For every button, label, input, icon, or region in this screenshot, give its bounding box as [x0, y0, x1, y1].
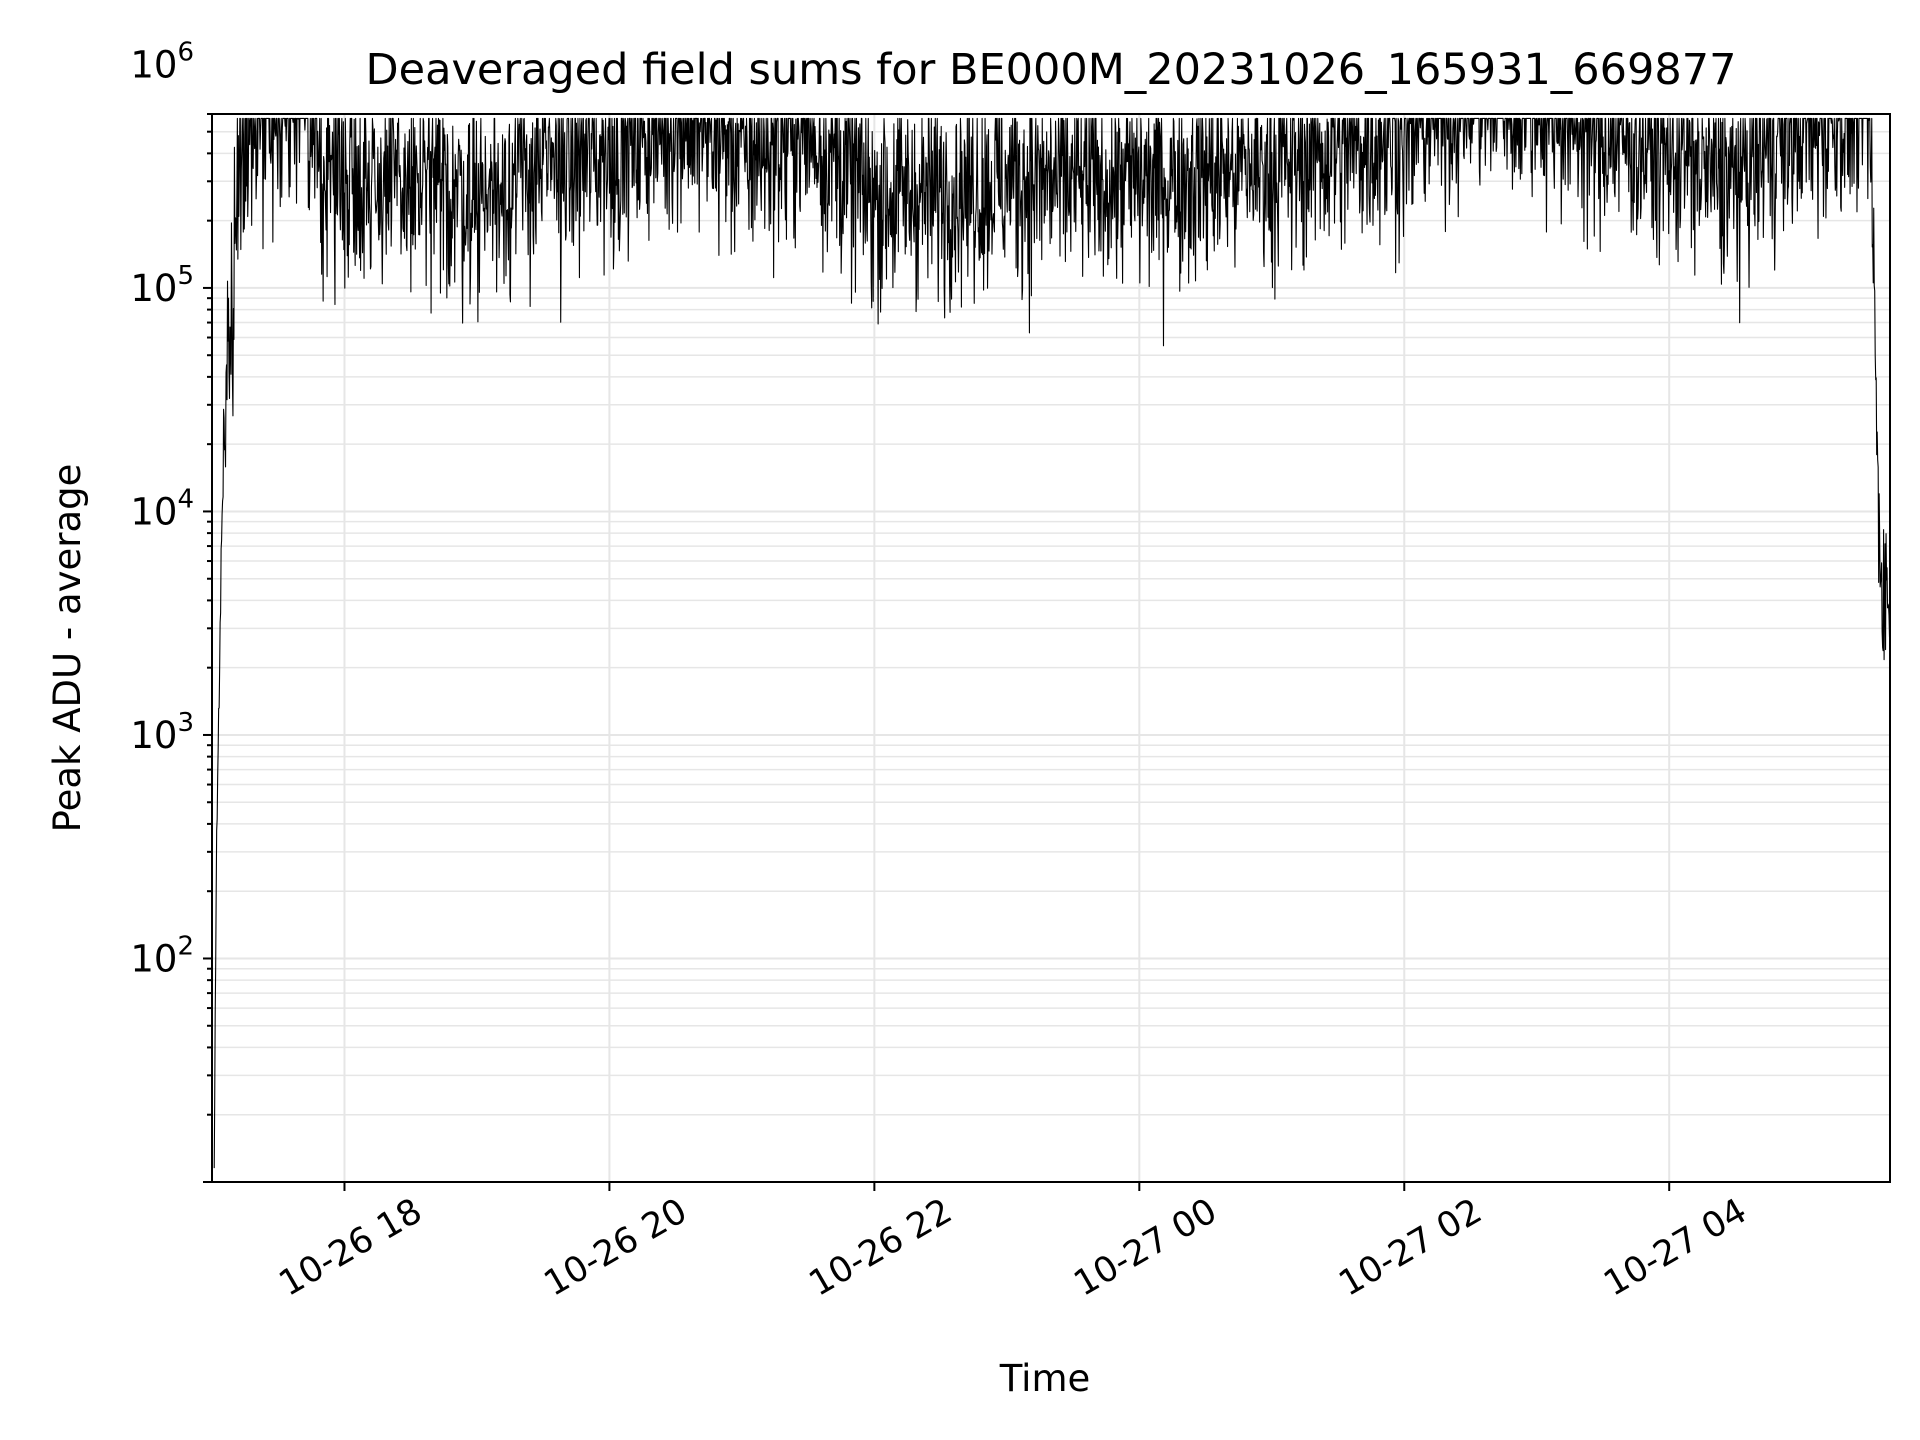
- y-tick-label: 104: [130, 484, 194, 533]
- y-tick-label: 105: [130, 261, 194, 310]
- y-axis-ticks: 102 103 104 105 106: [130, 37, 212, 1183]
- y-tick-label: 106: [130, 37, 194, 86]
- y-tick-label: 103: [130, 708, 194, 757]
- x-axis-label: Time: [999, 1357, 1091, 1400]
- series-line: [213, 117, 1891, 1169]
- series-trace: [213, 117, 1891, 1169]
- chart-title: Deaveraged field sums for BE000M_2023102…: [366, 45, 1737, 95]
- y-axis-label: Peak ADU - average: [46, 464, 89, 833]
- plot-frame: [211, 113, 1891, 1183]
- y-tick-label: 102: [130, 931, 194, 980]
